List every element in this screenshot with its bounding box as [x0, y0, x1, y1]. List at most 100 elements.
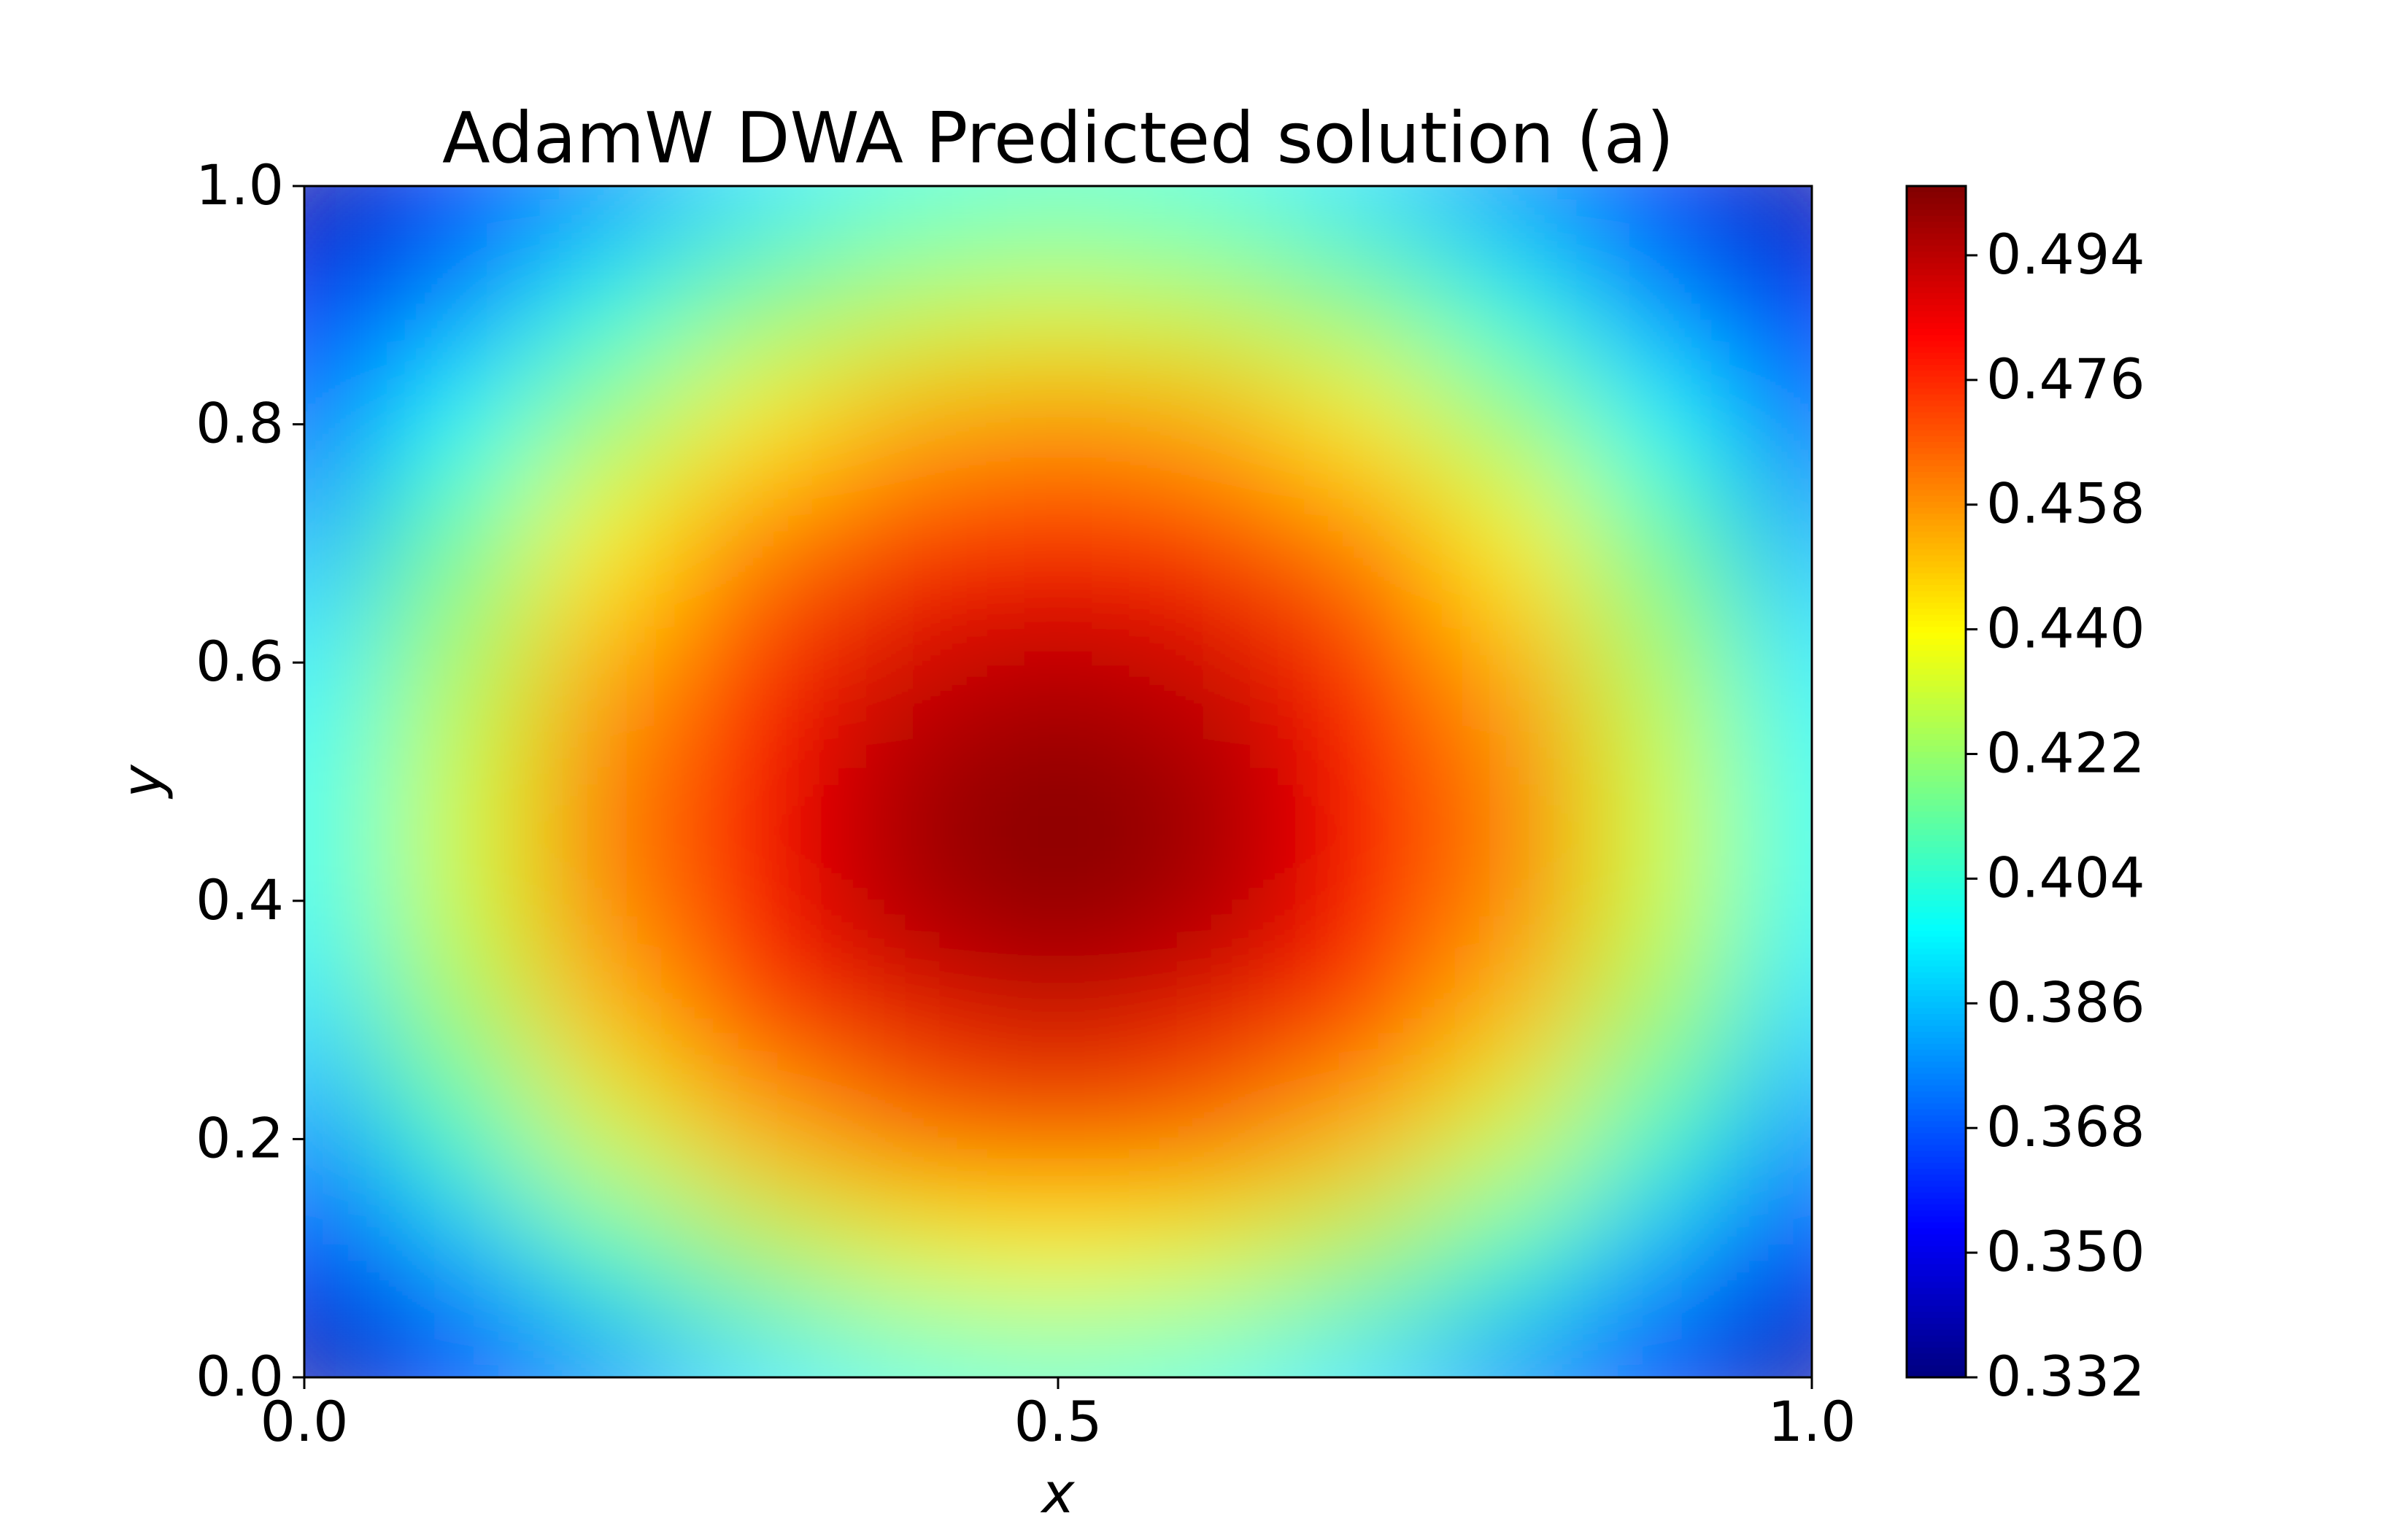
colorbar-slice: [1907, 322, 1966, 330]
colorbar-slice: [1907, 614, 1966, 622]
colorbar-slice: [1907, 1318, 1966, 1325]
colorbar-slice: [1907, 1079, 1966, 1086]
colorbar-slice: [1907, 233, 1966, 241]
colorbar-slice: [1907, 430, 1966, 437]
field-cell: [1284, 603, 1436, 723]
colorbar-slice: [1907, 960, 1966, 967]
colorbar-slice: [1907, 841, 1966, 848]
field-cell: [1435, 603, 1587, 723]
field-cell: [982, 245, 1135, 365]
field-cell: [681, 841, 833, 962]
field-cell: [304, 484, 381, 604]
field-cell: [1586, 1079, 1737, 1200]
colorbar-slice: [1907, 311, 1966, 318]
colorbar-slice: [1907, 394, 1966, 401]
field-cell: [1435, 1318, 1587, 1377]
colorbar-slice: [1907, 263, 1966, 271]
colorbar-slice: [1907, 662, 1966, 670]
colorbar-slice: [1907, 1109, 1966, 1116]
field-cell: [832, 1079, 984, 1200]
colorbar-slice: [1907, 460, 1966, 467]
colorbar-slice: [1907, 341, 1966, 348]
colorbar-slice: [1907, 418, 1966, 425]
colorbar-slice: [1907, 930, 1966, 937]
field-cell: [530, 1199, 682, 1319]
colorbar-slice: [1907, 1097, 1966, 1104]
colorbar-slice: [1907, 936, 1966, 943]
colorbar-slice: [1907, 1020, 1966, 1027]
colorbar-slice: [1907, 204, 1966, 211]
field-cell: [1586, 603, 1737, 723]
colorbar-slice: [1907, 1353, 1966, 1361]
colorbar: 0.332 0.350 0.368 0.386 0.404 0.422 0.440 0.458…: [1905, 185, 2145, 1409]
colorbar-slice: [1907, 251, 1966, 258]
colorbar-slice: [1907, 603, 1966, 610]
field-cell: [1736, 186, 1812, 247]
colorbar-slice: [1907, 1067, 1966, 1075]
field-cell: [1284, 1199, 1436, 1319]
colorbar-slice: [1907, 686, 1966, 694]
field-cell: [1284, 245, 1436, 365]
colorbar-slice: [1907, 1228, 1966, 1236]
colorbar-slice: [1907, 990, 1966, 997]
colorbar-tick-label: 0.350: [1986, 1219, 2145, 1284]
colorbar-slice: [1907, 918, 1966, 926]
colorbar-slice: [1907, 889, 1966, 896]
colorbar-slice: [1907, 364, 1966, 372]
colorbar-tick-label: 0.386: [1986, 970, 2145, 1034]
field-cell: [304, 721, 381, 843]
colorbar-slice: [1907, 942, 1966, 950]
colorbar-tick-label: 0.458: [1986, 471, 2145, 536]
field-cell: [530, 186, 682, 247]
field-cell: [379, 1199, 531, 1319]
colorbar-slice: [1907, 1222, 1966, 1229]
field-cell: [304, 364, 381, 485]
colorbar-slice: [1907, 883, 1966, 890]
colorbar-slice: [1907, 716, 1966, 723]
colorbar-slice: [1907, 543, 1966, 551]
colorbar-slice: [1907, 465, 1966, 473]
colorbar-slice: [1907, 751, 1966, 759]
colorbar-slice: [1907, 448, 1966, 455]
colorbar-tick-label: 0.440: [1986, 596, 2145, 661]
colorbar-slice: [1907, 1199, 1966, 1206]
field-cell: [1284, 721, 1436, 843]
colorbar-slice: [1907, 1043, 1966, 1051]
colorbar-slice: [1907, 1252, 1966, 1259]
colorbar-slice: [1907, 198, 1966, 205]
colorbar-frame: [1905, 185, 1967, 1379]
colorbar-slice: [1907, 1013, 1966, 1021]
colorbar-slice: [1907, 1156, 1966, 1164]
colorbar-slice: [1907, 1270, 1966, 1277]
field-cell: [379, 186, 531, 247]
field-cell: [982, 1318, 1135, 1377]
field-cell: [379, 960, 531, 1080]
field-cell: [1736, 841, 1812, 962]
colorbar-slice: [1907, 757, 1966, 765]
field-cell: [681, 364, 833, 485]
colorbar-slice: [1907, 305, 1966, 312]
field: [304, 186, 1812, 1377]
colorbar-slice: [1907, 501, 1966, 508]
colorbar-slice: [1907, 1335, 1966, 1343]
colorbar-slice: [1907, 1121, 1966, 1129]
colorbar-slice: [1907, 805, 1966, 813]
field-cell: [1736, 364, 1812, 485]
colorbar-slice: [1907, 412, 1966, 419]
colorbar-slice: [1907, 567, 1966, 574]
field-cell: [379, 245, 531, 365]
field-cell: [530, 1318, 682, 1377]
colorbar-slice: [1907, 835, 1966, 843]
colorbar-slice: [1907, 811, 1966, 819]
field-cell: [1133, 1079, 1285, 1200]
colorbar-slice: [1907, 770, 1966, 777]
colorbar-slice: [1907, 1210, 1966, 1218]
colorbar-slice: [1907, 1359, 1966, 1366]
field-cell: [832, 484, 984, 604]
field-cell: [982, 1199, 1135, 1319]
colorbar-slice: [1907, 657, 1966, 664]
y-tick-label: 0.0: [196, 1344, 284, 1409]
colorbar-slice: [1907, 257, 1966, 265]
colorbar-slice: [1907, 787, 1966, 794]
